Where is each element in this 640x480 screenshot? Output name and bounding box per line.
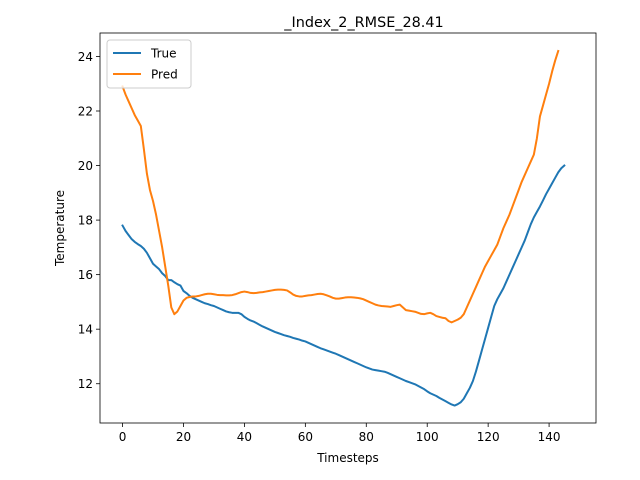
- chart-title: _Index_2_RMSE_28.41: [283, 15, 443, 31]
- y-tick-label: 24: [78, 50, 93, 64]
- y-axis-label: Temperature: [53, 190, 67, 267]
- legend-pred-label: Pred: [151, 68, 178, 82]
- y-tick-label: 12: [78, 377, 93, 391]
- x-tick-label: 80: [359, 430, 374, 444]
- x-tick-label: 40: [237, 430, 252, 444]
- x-tick-label: 60: [298, 430, 313, 444]
- x-tick-label: 0: [119, 430, 127, 444]
- legend-box: [106, 39, 192, 89]
- y-tick-label: 14: [78, 323, 93, 337]
- y-tick-label: 18: [78, 214, 93, 228]
- legend-true-label: True: [150, 47, 177, 61]
- x-axis-ticks: 0 20 40 60 80 100 120 140: [119, 423, 561, 444]
- y-tick-label: 16: [78, 268, 93, 282]
- x-tick-label: 20: [176, 430, 191, 444]
- x-tick-label: 120: [477, 430, 500, 444]
- y-axis-ticks: 12 14 16 18 20 22 24: [78, 50, 100, 391]
- series-layer: [121, 49, 566, 407]
- x-tick-label: 100: [416, 430, 439, 444]
- legend: True Pred: [106, 39, 192, 89]
- x-axis-label: Timesteps: [316, 451, 379, 465]
- x-tick-label: 140: [538, 430, 561, 444]
- series-line-true: [121, 164, 566, 407]
- y-tick-label: 20: [78, 159, 93, 173]
- y-tick-label: 22: [78, 105, 93, 119]
- axes-frame: [99, 32, 597, 424]
- series-line-pred: [121, 49, 560, 324]
